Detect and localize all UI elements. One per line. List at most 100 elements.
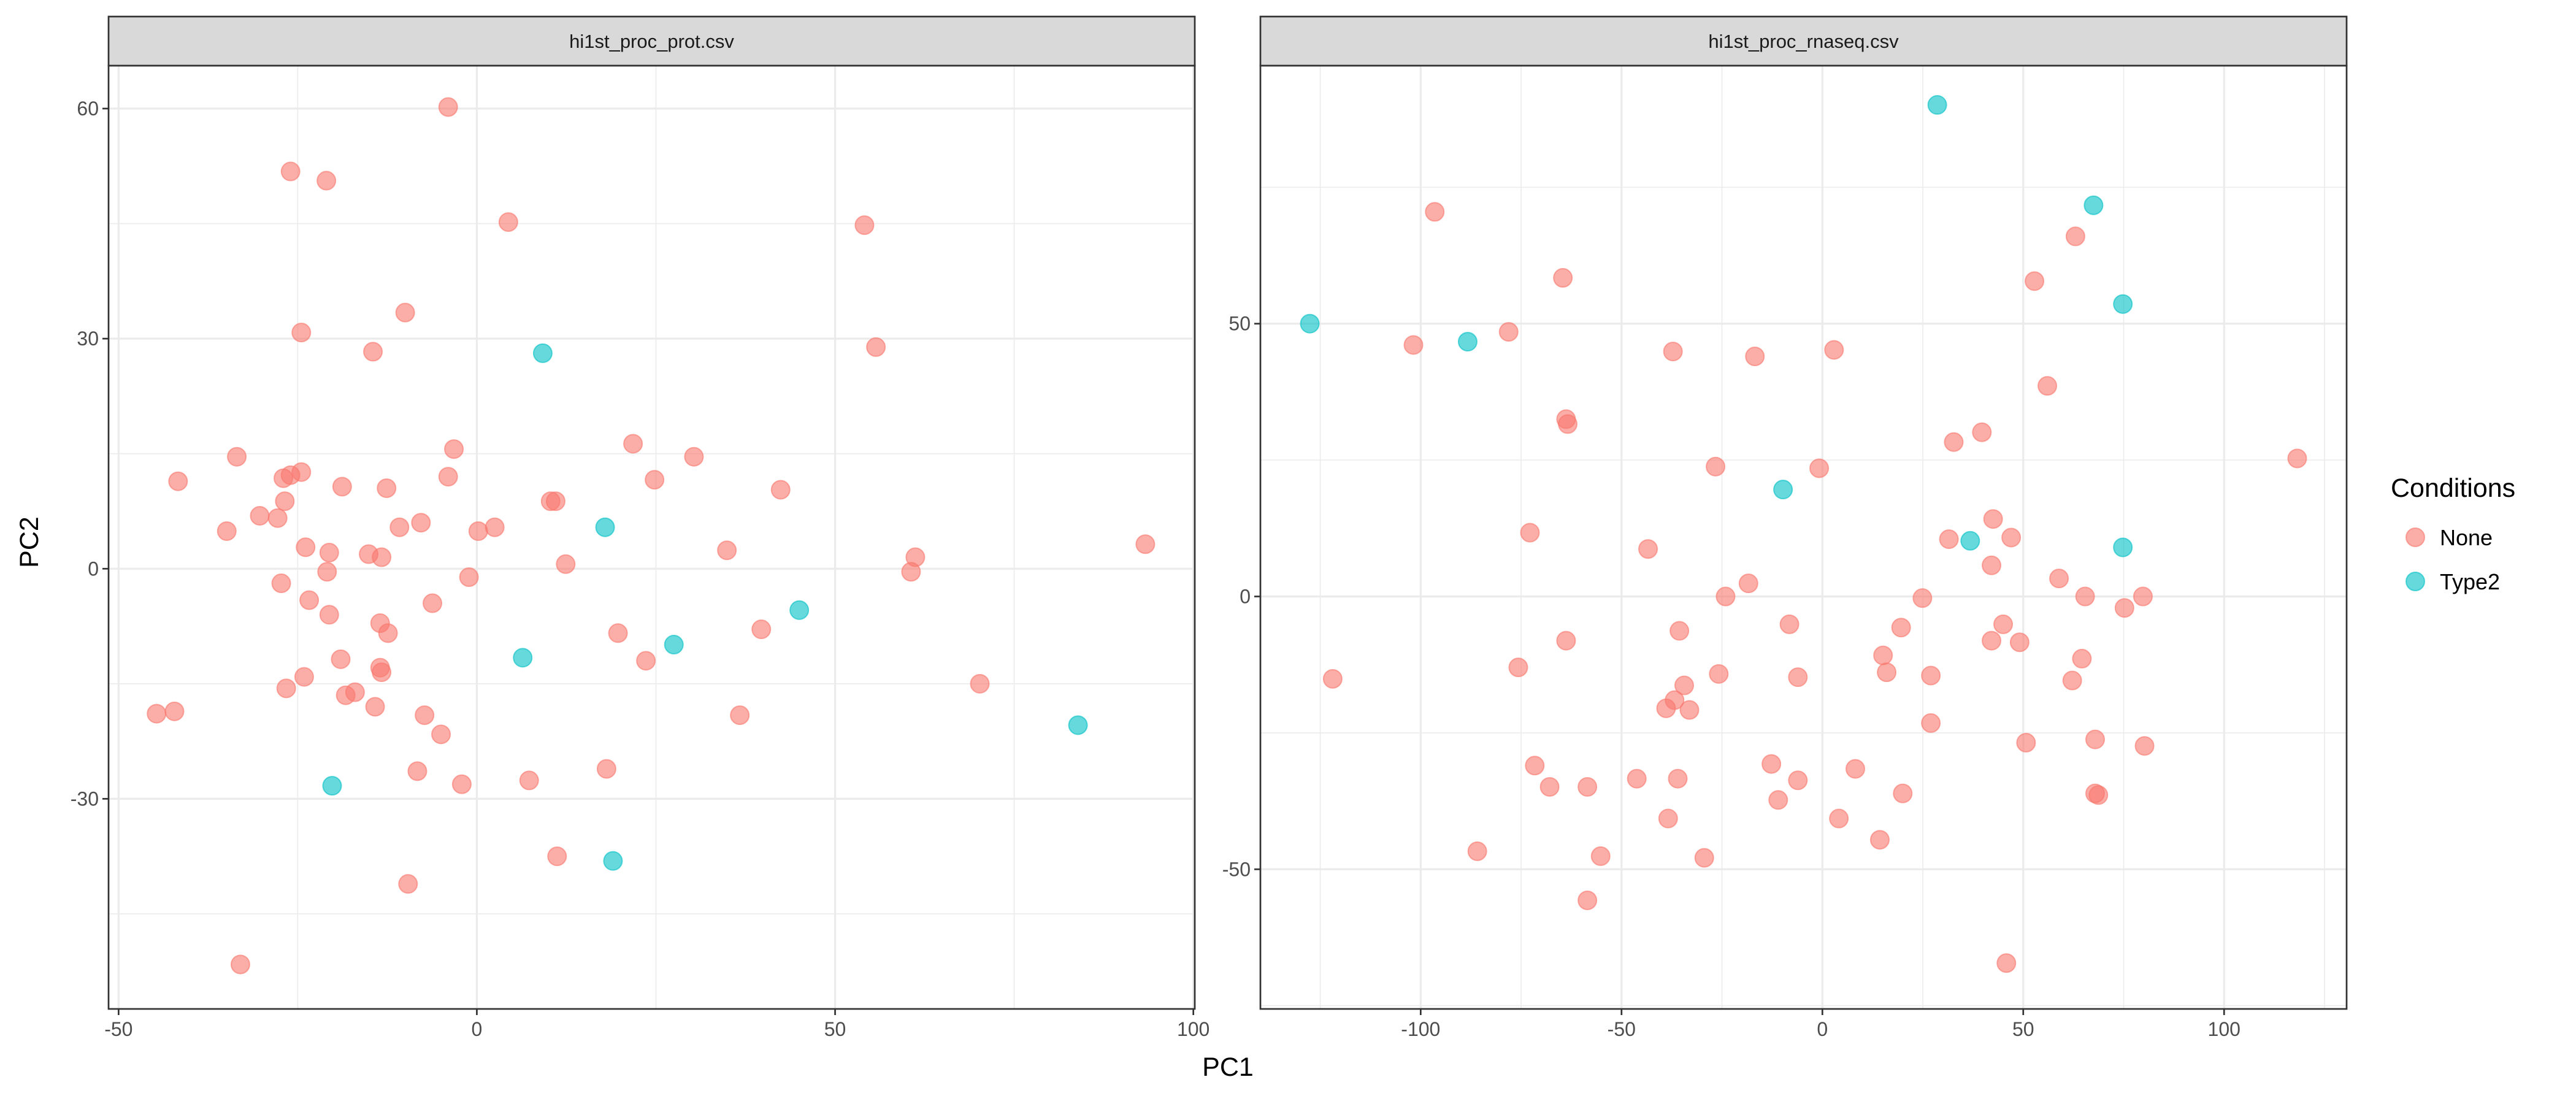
data-point-none [332, 477, 352, 497]
data-point-none [1669, 621, 1690, 641]
y-tick-label: 0 [88, 558, 99, 580]
data-point-none [316, 171, 337, 191]
panel-1: -100 -50 0 50 100 -50 0 50 hi1st_proc_rnaseq.csv [1222, 15, 2348, 1040]
data-point-none [1553, 268, 1573, 288]
data-point-none [294, 667, 314, 687]
data-point-none [1877, 662, 1897, 683]
data-point-none [901, 562, 921, 582]
data-point-none [2065, 226, 2085, 247]
data-point-type2 [513, 648, 533, 668]
x-tick-label: -50 [1608, 1018, 1636, 1040]
data-point-none [596, 759, 616, 779]
data-point-type2 [2113, 294, 2133, 314]
data-point-none [1577, 890, 1598, 910]
data-point-none [730, 705, 750, 726]
data-point-type2 [322, 776, 342, 796]
data-point-none [1829, 808, 1849, 829]
y-tick-label: 60 [77, 98, 99, 120]
y-tick-label: -30 [71, 788, 99, 810]
data-point-none [2001, 527, 2022, 548]
data-point-none [1983, 509, 2003, 529]
data-point-none [1322, 669, 1343, 689]
data-point-none [319, 543, 339, 563]
data-point-none [1556, 631, 1576, 651]
data-point-none [1809, 458, 1830, 478]
panel-background [109, 66, 1195, 1009]
data-point-none [2062, 670, 2082, 691]
x-tick-label: -50 [104, 1018, 132, 1040]
data-point-none [1972, 422, 1992, 442]
data-point-none [1893, 783, 1913, 803]
data-point-none [1627, 769, 1647, 789]
data-point-none [1706, 456, 1726, 477]
legend: Conditions None Type2 [2391, 473, 2515, 594]
data-point-none [444, 439, 464, 459]
data-point-none [1403, 335, 1424, 355]
data-point-type2 [664, 635, 684, 655]
data-point-none [1788, 667, 1808, 688]
data-point-none [1638, 539, 1658, 559]
data-point-none [1498, 322, 1519, 342]
data-point-none [331, 649, 351, 669]
data-point-none [271, 573, 291, 594]
data-point-none [1539, 776, 1560, 797]
y-axis-title: PC2 [15, 516, 44, 568]
data-point-none [395, 302, 415, 323]
data-point-none [423, 593, 443, 613]
data-point-type2 [532, 343, 553, 363]
data-point-none [1656, 698, 1676, 718]
data-point-none [275, 491, 295, 512]
data-point-type2 [603, 851, 623, 871]
data-point-none [217, 521, 237, 541]
data-point-none [556, 554, 576, 574]
data-point-none [1982, 631, 2002, 651]
data-point-none [1679, 700, 1700, 720]
data-point-none [2085, 729, 2105, 749]
data-point-none [1944, 432, 1964, 452]
data-point-none [485, 517, 505, 537]
facet-strip [107, 15, 1196, 67]
data-point-none [2287, 448, 2307, 469]
data-point-none [365, 697, 385, 717]
data-point-none [296, 537, 316, 558]
data-point-none [498, 212, 518, 232]
data-point-none [291, 323, 312, 343]
data-point-none [299, 590, 320, 610]
data-point-none [1577, 776, 1598, 797]
data-point-none [363, 342, 383, 362]
data-point-none [717, 540, 737, 561]
data-point-none [545, 491, 565, 512]
data-point-none [1845, 759, 1865, 779]
y-tick-label: -50 [1222, 858, 1251, 880]
data-point-none [398, 874, 418, 894]
data-point-none [2088, 785, 2109, 805]
data-point-none [377, 478, 397, 498]
data-point-none [372, 547, 392, 567]
x-tick-label: 100 [2208, 1018, 2241, 1040]
data-point-none [407, 761, 427, 781]
legend-key-none [2405, 527, 2425, 547]
x-axis-title: PC1 [1202, 1052, 1254, 1082]
data-point-none [623, 434, 643, 454]
data-point-none [2049, 569, 2069, 589]
legend-label-type2: Type2 [2440, 569, 2500, 594]
legend-title: Conditions [2391, 473, 2515, 503]
data-point-none [1891, 618, 1911, 638]
data-point-none [415, 705, 435, 726]
facet-strip-label: hi1st_proc_prot.csv [569, 31, 734, 52]
x-tick-label: 100 [1177, 1018, 1209, 1040]
data-point-none [164, 701, 185, 721]
data-point-none [1921, 713, 1941, 733]
data-point-none [468, 521, 488, 541]
data-point-none [1658, 808, 1678, 829]
data-point-none [547, 846, 567, 867]
data-point-none [1709, 664, 1729, 684]
data-point-none [1779, 614, 1800, 634]
data-point-none [280, 161, 301, 182]
data-point-type2 [1960, 531, 1980, 551]
facet-strip [1259, 15, 2348, 67]
data-point-none [372, 662, 392, 683]
data-point-none [389, 517, 410, 537]
data-point-none [1745, 347, 1765, 367]
data-point-none [147, 703, 167, 724]
